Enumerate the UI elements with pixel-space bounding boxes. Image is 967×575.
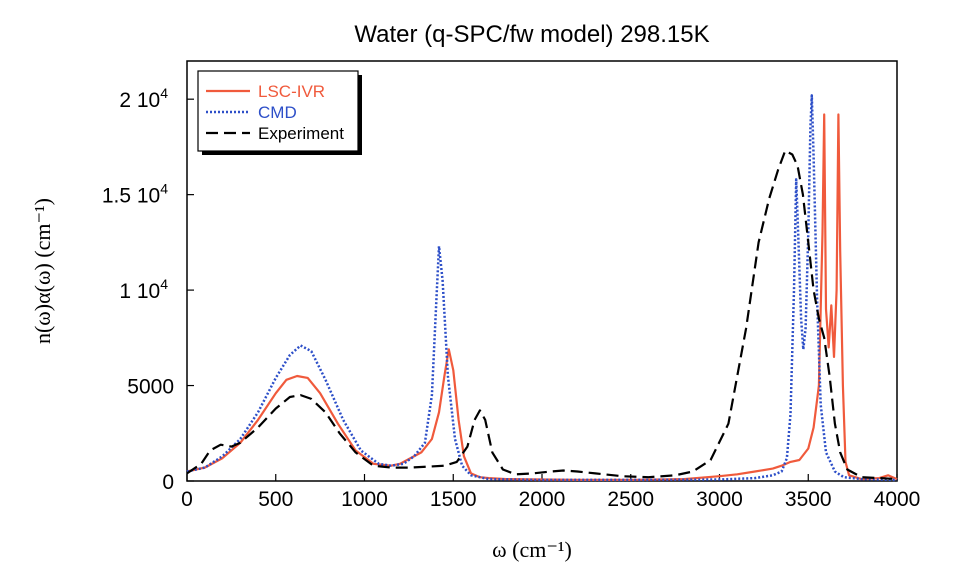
y-axis-label: n(ω)α(ω) (cm⁻¹) — [30, 198, 55, 344]
y-tick-label-exponent: 4 — [160, 85, 168, 101]
legend-label: LSC-IVR — [258, 82, 325, 101]
y-tick-label: 0 — [162, 471, 174, 494]
x-tick-label: 4000 — [874, 488, 921, 511]
y-tick-label-exponent: 4 — [160, 181, 168, 197]
legend-label: CMD — [258, 103, 297, 122]
x-tick-label: 2500 — [607, 488, 654, 511]
y-tick-label-base: 5000 — [127, 376, 174, 399]
series-line-cmd — [186, 94, 898, 482]
y-tick-label-base: 1.5 10 — [102, 185, 160, 208]
x-tick-label: 3500 — [785, 488, 832, 511]
series-line-lsc-ivr — [186, 113, 898, 481]
y-tick-label: 5000 — [127, 376, 174, 399]
series-line-experiment — [186, 149, 898, 481]
y-tick-label-base: 0 — [162, 471, 174, 494]
x-axis-ticks: 0 500 1000 1500 2000 2500 3000 3500 4000 — [181, 474, 920, 511]
y-tick-label-base: 2 10 — [119, 89, 160, 112]
legend-box — [197, 70, 359, 152]
x-tick-label: 1000 — [341, 488, 388, 511]
x-axis-label: ω (cm⁻¹) — [492, 537, 572, 562]
y-tick-label: 2 104 — [119, 85, 168, 112]
x-tick-label: 500 — [258, 488, 293, 511]
y-tick-label: 1 104 — [119, 276, 168, 303]
x-tick-label: 1500 — [430, 488, 477, 511]
y-tick-label: 1.5 104 — [102, 181, 168, 208]
legend-label: Experiment — [258, 124, 344, 143]
x-tick-label: 3000 — [696, 488, 743, 511]
x-tick-label: 2000 — [519, 488, 566, 511]
x-tick-label: 0 — [181, 488, 193, 511]
y-tick-label-exponent: 4 — [160, 276, 168, 292]
y-tick-label-base: 1 10 — [119, 280, 160, 303]
series-layer — [186, 94, 898, 482]
chart-title: Water (q-SPC/fw model) 298.15K — [354, 21, 709, 48]
legend: LSC-IVR CMD Experiment — [197, 70, 362, 155]
